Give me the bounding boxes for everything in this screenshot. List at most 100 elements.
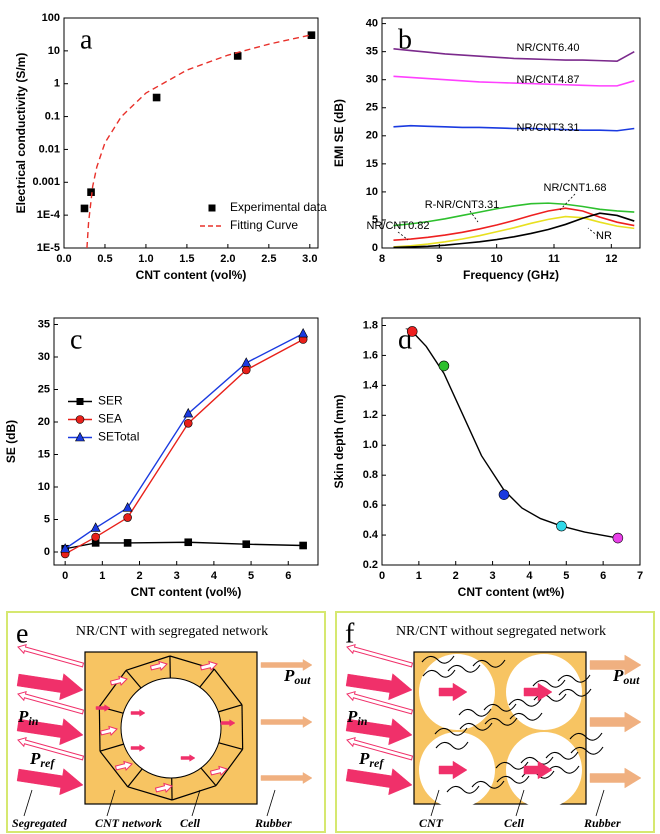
power-subscript: ref	[40, 756, 55, 770]
y-tick-label: 15	[38, 448, 50, 460]
data-point	[124, 539, 131, 546]
y-tick-label: 0	[372, 242, 378, 254]
power-subscript: in	[28, 714, 38, 728]
component-label: Rubber	[254, 816, 292, 830]
x-tick-label: 1	[416, 570, 422, 582]
y-tick-label: 0.6	[363, 499, 378, 511]
x-tick-label: 6	[285, 570, 291, 582]
series-line	[65, 542, 303, 549]
legend-label: SER	[98, 394, 123, 408]
x-tick-label: 1	[99, 570, 105, 582]
y-tick-label: 1.2	[363, 409, 378, 421]
y-tick-label: 10	[38, 481, 50, 493]
y-tick-label: 1E-4	[37, 209, 61, 221]
x-tick-label: 3.0	[302, 253, 317, 265]
component-label: Rubber	[583, 816, 621, 830]
x-tick-label: 7	[637, 570, 643, 582]
x-tick-label: 2.0	[220, 253, 235, 265]
y-tick-label: 1.8	[363, 319, 378, 331]
legend-marker	[76, 433, 85, 442]
series-line	[393, 126, 634, 131]
x-axis-label: CNT content (vol%)	[136, 268, 247, 282]
series-label: NR/CNT0.82	[367, 220, 430, 232]
power-subscript: out	[623, 673, 640, 687]
data-point	[184, 409, 193, 418]
panel-label: a	[80, 24, 93, 55]
y-tick-label: 1	[54, 78, 60, 90]
component-label: Cell	[504, 816, 525, 830]
x-tick-label: 5	[248, 570, 254, 582]
figure: 0.00.51.01.52.02.53.01E-51E-40.0010.010.…	[0, 0, 660, 834]
x-tick-label: 2.5	[261, 253, 276, 265]
component-label: Segregated	[12, 816, 68, 830]
x-tick-label: 3	[174, 570, 180, 582]
y-tick-label: 35	[38, 318, 50, 330]
data-point	[92, 533, 100, 541]
data-point	[407, 326, 417, 336]
cnt-network	[242, 705, 243, 749]
y-tick-label: 10	[366, 186, 378, 198]
x-tick-label: 0.0	[56, 253, 71, 265]
series-label: NR/CNT3.31	[517, 122, 580, 134]
y-axis-label: SE (dB)	[4, 420, 18, 463]
data-point	[242, 366, 250, 374]
y-tick-label: 100	[42, 12, 60, 24]
y-tick-label: 1E-5	[37, 242, 60, 254]
y-tick-label: 30	[38, 351, 50, 363]
power-symbol: P	[346, 707, 358, 726]
y-tick-label: 25	[38, 383, 50, 395]
data-point	[439, 361, 449, 371]
x-tick-label: 1.5	[179, 253, 194, 265]
y-tick-label: 20	[38, 416, 50, 428]
legend-marker	[76, 416, 84, 424]
x-tick-label: 10	[491, 253, 503, 265]
data-point	[91, 523, 100, 532]
series-label: NR/CNT4.87	[517, 74, 580, 86]
x-tick-label: 6	[600, 570, 606, 582]
y-tick-label: 1.0	[363, 439, 378, 451]
component-label: CNT	[419, 816, 444, 830]
x-tick-label: 4	[211, 570, 218, 582]
y-tick-label: 1.4	[363, 379, 379, 391]
label-pointer	[560, 194, 575, 210]
component-label: CNT network	[95, 816, 162, 830]
panel-label: c	[70, 324, 82, 355]
x-axis-label: CNT content (vol%)	[131, 585, 242, 599]
y-tick-label: 15	[366, 158, 378, 170]
power-symbol: P	[29, 749, 41, 768]
x-tick-label: 4	[526, 570, 533, 582]
series-label: NR/CNT6.40	[517, 42, 580, 54]
data-point	[556, 521, 566, 531]
x-tick-label: 0	[62, 570, 68, 582]
power-subscript: out	[294, 673, 311, 687]
y-axis-label: Skin depth (mm)	[332, 394, 346, 488]
power-symbol: P	[612, 666, 624, 685]
x-tick-label: 1.0	[138, 253, 153, 265]
y-tick-label: 0.4	[363, 529, 379, 541]
legend-label: SEA	[98, 412, 122, 426]
x-tick-label: 0.5	[97, 253, 112, 265]
series-line	[393, 49, 634, 61]
legend-marker	[77, 398, 84, 405]
data-point	[300, 542, 307, 549]
y-tick-label: 1.6	[363, 349, 378, 361]
data-point	[613, 533, 623, 543]
diagram-title: NR/CNT without segregated network	[396, 624, 606, 639]
plot-frame	[382, 318, 640, 565]
legend-marker	[209, 205, 216, 212]
data-point	[185, 539, 192, 546]
data-point	[242, 358, 251, 367]
legend-label: SETotal	[98, 430, 139, 444]
series-label: NR/CNT1.68	[544, 182, 607, 194]
y-tick-label: 10	[48, 45, 60, 57]
component-label: Cell	[180, 816, 201, 830]
series-line	[393, 76, 634, 86]
y-tick-label: 5	[44, 513, 50, 525]
x-tick-label: 3	[490, 570, 496, 582]
data-point	[124, 514, 132, 522]
y-tick-label: 25	[366, 102, 378, 114]
x-tick-label: 0	[379, 570, 385, 582]
cnt-network	[99, 707, 100, 751]
x-tick-label: 2	[136, 570, 142, 582]
y-axis-label: EMI SE (dB)	[332, 99, 346, 167]
